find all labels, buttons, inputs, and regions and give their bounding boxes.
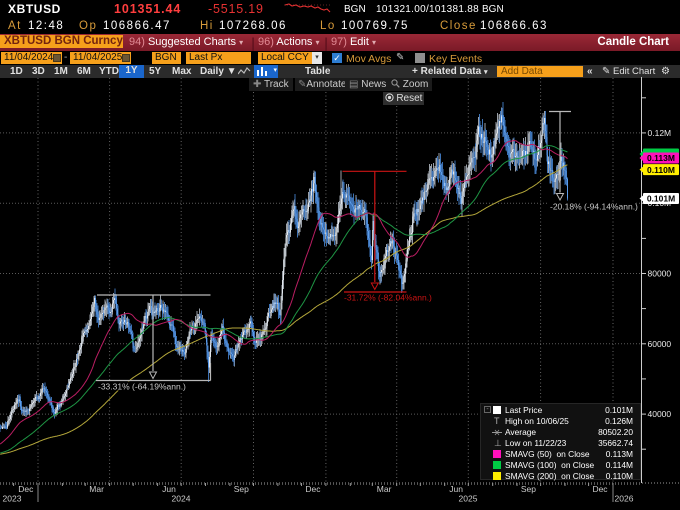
svg-text:40000: 40000 [648,409,672,419]
svg-text:2023: 2023 [3,494,22,504]
svg-text:Sep: Sep [234,484,249,494]
svg-text:0.110M: 0.110M [647,165,675,175]
svg-text:0.12M: 0.12M [648,128,672,138]
svg-text:-20.18% (-94.14%ann.): -20.18% (-94.14%ann.) [550,202,638,212]
svg-text:80000: 80000 [648,269,672,279]
svg-text:Mar: Mar [89,484,104,494]
svg-text:Dec: Dec [592,484,608,494]
svg-text:Dec: Dec [305,484,321,494]
svg-text:2024: 2024 [172,494,191,504]
svg-text:2025: 2025 [459,494,478,504]
svg-text:-31.72% (-82.04%ann.): -31.72% (-82.04%ann.) [344,293,432,303]
svg-text:Mar: Mar [377,484,392,494]
svg-text:0.101M: 0.101M [647,194,675,204]
svg-text:2026: 2026 [615,494,634,504]
svg-text:Dec: Dec [18,484,34,494]
svg-text:Jun: Jun [162,484,176,494]
svg-text:Jun: Jun [449,484,463,494]
svg-text:Sep: Sep [521,484,536,494]
svg-text:60000: 60000 [648,339,672,349]
svg-text:0.113M: 0.113M [647,153,675,163]
svg-text:-33.31% (-64.19%ann.): -33.31% (-64.19%ann.) [98,382,186,392]
